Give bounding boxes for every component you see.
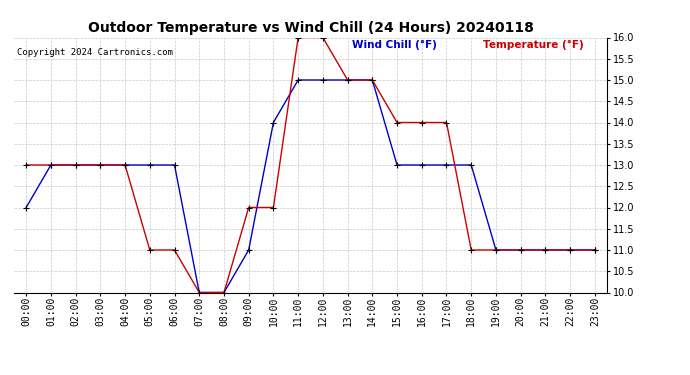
Text: Copyright 2024 Cartronics.com: Copyright 2024 Cartronics.com — [17, 48, 172, 57]
Text: Wind Chill (°F): Wind Chill (°F) — [352, 40, 437, 50]
Text: Temperature (°F): Temperature (°F) — [482, 40, 583, 50]
Title: Outdoor Temperature vs Wind Chill (24 Hours) 20240118: Outdoor Temperature vs Wind Chill (24 Ho… — [88, 21, 533, 35]
